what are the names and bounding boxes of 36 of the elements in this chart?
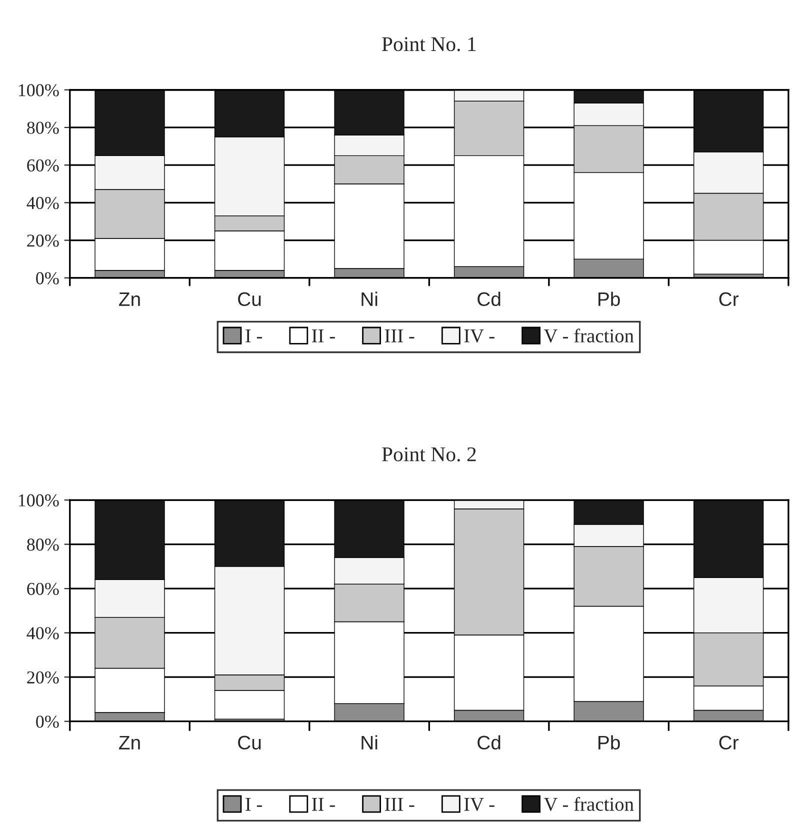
y-tick-label: 0%	[36, 272, 59, 284]
x-tick-label: Ni	[362, 735, 378, 750]
x-tick-label: Cu	[238, 736, 261, 750]
legend-label: V - fraction	[544, 328, 634, 343]
legend-label: II -	[312, 330, 335, 342]
y-tick-label: 40%	[26, 627, 59, 640]
chart-title: Point No. 2	[382, 447, 476, 462]
y-tick-label: 20%	[27, 234, 59, 247]
legend-label: IV -	[464, 330, 494, 343]
x-tick-label: Cr	[719, 292, 738, 306]
x-tick-label: Cu	[238, 292, 261, 306]
x-tick-label: Pb	[598, 735, 620, 750]
x-tick-label: Cd	[478, 292, 500, 306]
y-tick-label: 0%	[36, 716, 59, 728]
legend-label: I -	[246, 798, 262, 811]
x-tick-label: Ni	[362, 292, 378, 306]
x-tick-label: Zn	[119, 292, 140, 306]
y-tick-label: 100%	[18, 494, 59, 507]
y-tick-label: 40%	[26, 196, 59, 210]
legend-label: I -	[246, 330, 262, 342]
legend-label: III -	[384, 330, 414, 342]
y-tick-label: 80%	[27, 122, 59, 134]
x-tick-label: Cd	[478, 735, 500, 750]
y-tick-label: 80%	[27, 538, 59, 551]
x-tick-label: Pb	[598, 292, 620, 306]
y-tick-label: 100%	[18, 84, 59, 96]
x-tick-label: Zn	[119, 736, 140, 750]
legend-label: III -	[384, 798, 414, 811]
chart-title: Point No. 1	[382, 37, 476, 52]
legend-label: IV -	[464, 798, 494, 811]
y-tick-label: 20%	[27, 671, 59, 684]
y-tick-label: 60%	[27, 159, 59, 172]
x-tick-label: Cr	[719, 736, 738, 750]
legend-label: II -	[312, 798, 335, 811]
y-tick-label: 60%	[27, 582, 59, 596]
legend-label: V - fraction	[544, 797, 634, 811]
